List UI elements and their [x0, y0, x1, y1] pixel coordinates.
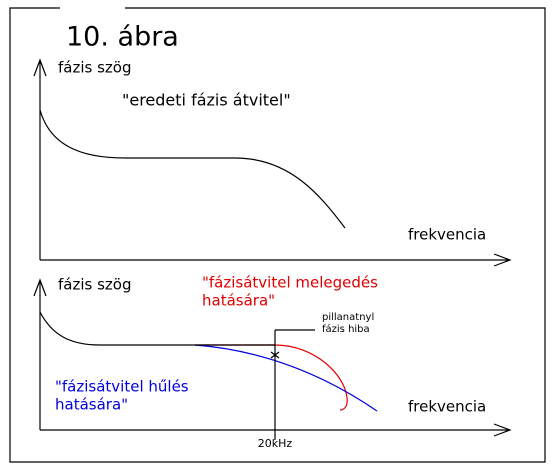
- top-y-label: fázis szög: [58, 59, 131, 77]
- top-x-label: frekvencia: [408, 226, 486, 244]
- title: 10. ábra: [66, 22, 179, 53]
- red-label: "fázisátvitel melegedés: [202, 274, 378, 292]
- base-curve: [39, 311, 275, 346]
- frame: [9, 7, 546, 463]
- cool-curve: [194, 344, 378, 412]
- red-label: hatására": [202, 292, 275, 310]
- blue-label: "fázisátvitel hűlés: [55, 378, 189, 396]
- bottom-axes: [33, 278, 512, 437]
- top-axes: [33, 58, 512, 267]
- warm-curve: [195, 344, 348, 411]
- bottom-x-label: frekvencia: [408, 398, 486, 416]
- error-label: pillanatnyl: [322, 312, 374, 323]
- marker-line: [270, 329, 315, 440]
- error-label: fázis hiba: [322, 323, 370, 335]
- top-curve-label: "eredeti fázis átvitel": [122, 91, 291, 110]
- bottom-y-label: fázis szög: [58, 276, 131, 294]
- top-curve: [39, 109, 346, 229]
- marker-label: 20kHz: [258, 437, 293, 450]
- blue-label: hatására": [55, 396, 128, 414]
